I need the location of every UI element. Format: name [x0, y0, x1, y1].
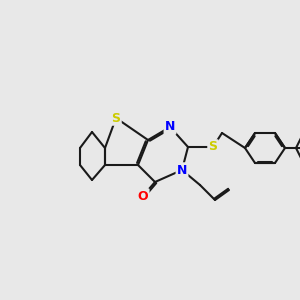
- Text: S: S: [112, 112, 121, 124]
- Text: N: N: [177, 164, 187, 176]
- Text: N: N: [165, 121, 175, 134]
- Text: O: O: [138, 190, 148, 202]
- Text: S: S: [208, 140, 217, 154]
